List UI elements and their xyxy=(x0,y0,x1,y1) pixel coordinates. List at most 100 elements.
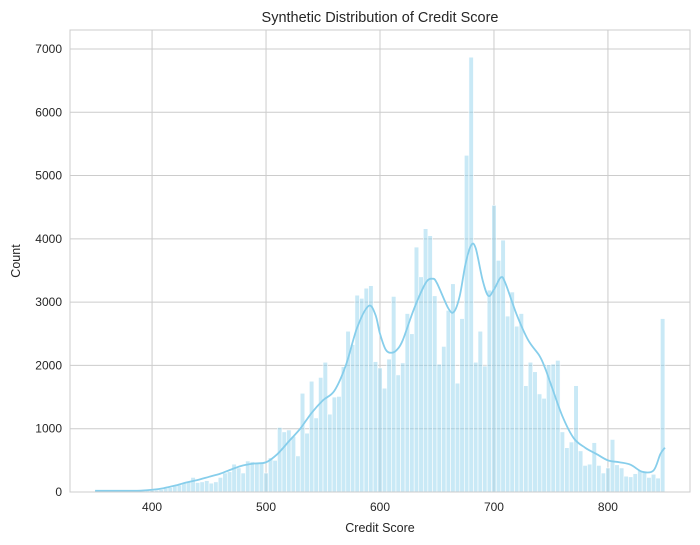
histogram-bar xyxy=(331,396,337,493)
histogram-bar xyxy=(190,477,196,493)
histogram-bar xyxy=(368,285,374,493)
histogram-bar xyxy=(518,313,524,493)
histogram-bar xyxy=(195,482,201,493)
histogram-bar xyxy=(236,467,242,493)
histogram-bar xyxy=(532,371,538,493)
histogram-bar xyxy=(336,396,342,493)
histogram-bar xyxy=(167,487,173,493)
histogram-bar xyxy=(372,361,379,493)
y-tick-label: 5000 xyxy=(35,169,62,183)
histogram-bar xyxy=(482,365,488,493)
histogram-bar xyxy=(464,155,470,493)
histogram-bar xyxy=(418,276,424,493)
y-tick-label: 6000 xyxy=(35,105,62,119)
histogram-bar xyxy=(536,393,543,493)
histogram-bar xyxy=(359,298,365,493)
histogram-bar xyxy=(445,310,451,493)
histogram-bar xyxy=(559,431,565,493)
histogram-bar xyxy=(637,470,643,493)
histogram-bar xyxy=(208,482,214,493)
y-tick-label: 4000 xyxy=(35,232,62,246)
histogram-bar xyxy=(660,318,666,493)
histogram-bar xyxy=(582,465,588,493)
histogram-bar xyxy=(350,344,356,493)
histogram-bar xyxy=(646,477,652,493)
histogram-bar xyxy=(541,398,547,493)
histogram-bar xyxy=(527,361,534,493)
histogram-bar xyxy=(309,380,315,493)
histogram-bar xyxy=(578,450,584,493)
histogram-bar xyxy=(550,363,556,493)
histogram-bar xyxy=(327,413,333,493)
histogram-bar xyxy=(555,360,561,493)
histogram-bar xyxy=(258,461,265,493)
histogram-bar xyxy=(423,228,429,493)
histogram-bar xyxy=(163,488,169,493)
histogram-bar xyxy=(400,362,406,493)
y-axis-label: Count xyxy=(9,244,23,278)
x-tick-labels: 400 500 600 700 800 xyxy=(142,500,618,514)
histogram-bar xyxy=(509,291,515,493)
histogram-bar xyxy=(381,387,388,493)
histogram-bar xyxy=(363,287,369,493)
histogram-bar xyxy=(591,442,597,493)
histogram-bar xyxy=(655,477,661,493)
histogram-bar xyxy=(176,484,182,493)
histogram-bar xyxy=(605,467,611,493)
y-tick-label: 7000 xyxy=(35,42,62,56)
x-tick-label: 500 xyxy=(256,500,276,514)
histogram-bar xyxy=(268,457,274,493)
histogram-bar xyxy=(172,486,178,493)
histogram-bar xyxy=(322,361,328,493)
plot-frame xyxy=(69,29,691,493)
histogram-bar xyxy=(436,363,442,493)
histogram-bar xyxy=(619,467,625,493)
histogram-bar xyxy=(623,475,629,493)
histogram-bar xyxy=(204,480,210,493)
histogram-bar xyxy=(614,464,620,493)
histogram-bar xyxy=(409,333,415,493)
y-tick-label: 3000 xyxy=(35,295,62,309)
chart-title: Synthetic Distribution of Credit Score xyxy=(262,10,499,26)
histogram-bar xyxy=(523,385,529,493)
histogram-bar xyxy=(249,461,255,493)
histogram-bar xyxy=(377,367,383,493)
histogram-bar xyxy=(199,481,205,493)
histogram-bar xyxy=(290,436,296,493)
histogram-bar xyxy=(486,289,492,493)
histogram-bar xyxy=(632,473,638,493)
histogram-bar xyxy=(505,315,511,493)
histogram-bar xyxy=(432,295,438,493)
histogram-bar xyxy=(340,366,347,493)
x-axis-label: Credit Score xyxy=(345,521,415,535)
histogram-bar xyxy=(587,463,593,493)
histogram-bar xyxy=(628,476,634,493)
histogram-bar xyxy=(213,481,219,493)
histogram-bar xyxy=(564,447,570,493)
histogram-bar xyxy=(596,465,602,493)
histogram-bar xyxy=(454,382,461,493)
histogram-bar xyxy=(641,470,647,493)
histogram-bar xyxy=(459,318,465,493)
histogram-bar xyxy=(477,330,483,493)
histogram-bar xyxy=(495,260,502,493)
y-tick-labels: 0 1000 2000 3000 4000 5000 6000 7000 xyxy=(35,42,62,499)
histogram-bar xyxy=(254,462,260,493)
histogram-bar xyxy=(473,361,479,493)
histogram-bar xyxy=(395,374,401,493)
histogram-bar xyxy=(185,481,192,493)
histogram-bar xyxy=(313,417,319,493)
histogram-bar xyxy=(272,460,278,493)
histogram-bar xyxy=(222,472,228,493)
y-tick-label: 0 xyxy=(55,485,62,499)
histogram-bar xyxy=(299,392,306,493)
x-tick-label: 800 xyxy=(598,500,618,514)
histogram-bar xyxy=(427,235,433,493)
histogram-bar xyxy=(386,358,392,493)
histogram-bar xyxy=(240,472,246,493)
y-tick-label: 2000 xyxy=(35,358,62,372)
histogram-bar xyxy=(514,325,520,493)
y-tick-label: 1000 xyxy=(35,422,62,436)
histogram-bar xyxy=(441,346,447,493)
